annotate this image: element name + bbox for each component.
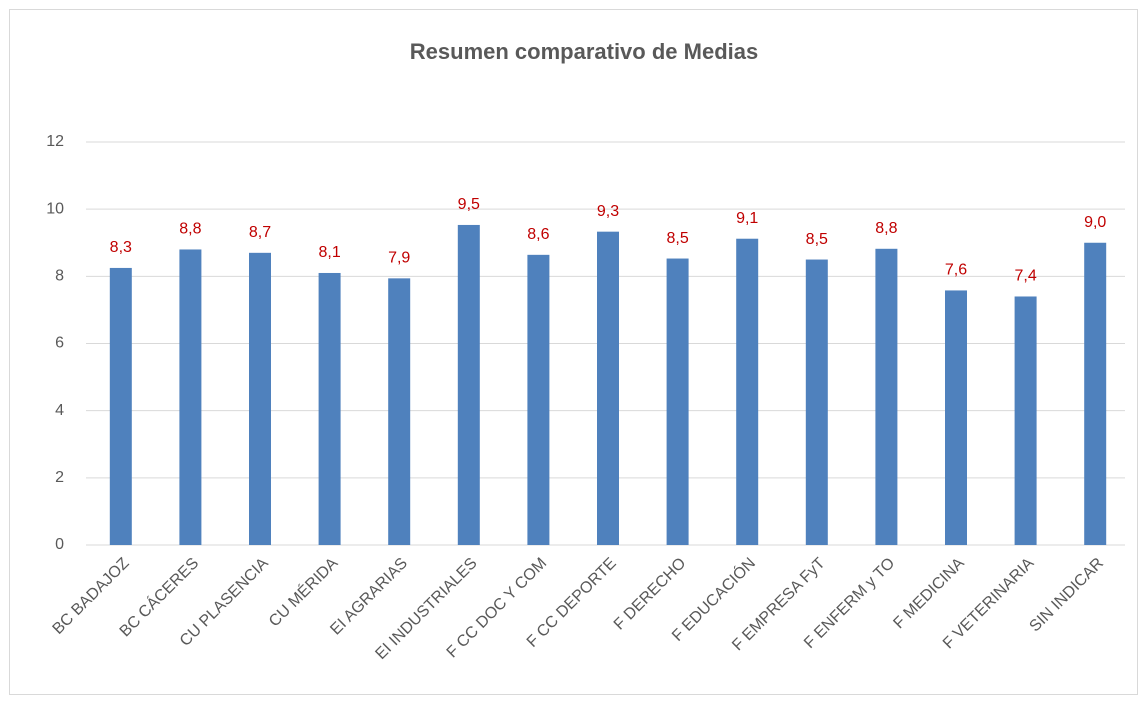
data-label: 8,1 bbox=[318, 244, 340, 261]
data-label: 9,1 bbox=[736, 210, 758, 227]
y-tick-label: 0 bbox=[55, 536, 64, 553]
data-label: 8,5 bbox=[666, 230, 688, 247]
data-label: 7,6 bbox=[945, 262, 967, 279]
bar bbox=[318, 272, 341, 545]
bar bbox=[666, 258, 689, 545]
data-label: 7,4 bbox=[1014, 268, 1036, 285]
data-label: 8,6 bbox=[527, 226, 549, 243]
bar bbox=[1014, 296, 1037, 545]
data-label: 9,0 bbox=[1084, 214, 1106, 231]
bar bbox=[179, 249, 202, 545]
bar bbox=[736, 238, 759, 545]
y-tick-label: 10 bbox=[46, 200, 64, 217]
bar bbox=[875, 248, 898, 546]
bar bbox=[805, 259, 828, 545]
bar bbox=[597, 231, 619, 546]
data-label: 9,3 bbox=[597, 203, 619, 220]
data-label: 8,8 bbox=[875, 220, 897, 237]
bar bbox=[388, 278, 411, 545]
data-label: 9,5 bbox=[458, 196, 480, 213]
y-tick-label: 2 bbox=[55, 469, 64, 486]
data-label: 8,5 bbox=[806, 231, 828, 248]
data-label: 8,8 bbox=[179, 221, 201, 238]
bar bbox=[109, 267, 132, 545]
y-tick-label: 6 bbox=[55, 335, 64, 352]
data-label: 8,7 bbox=[249, 224, 271, 241]
chart-title: Resumen comparativo de Medias bbox=[410, 39, 758, 64]
data-label: 8,3 bbox=[110, 239, 132, 256]
bar bbox=[527, 254, 550, 545]
y-tick-label: 12 bbox=[46, 133, 64, 150]
bar bbox=[945, 290, 967, 545]
bar bbox=[249, 252, 271, 545]
y-tick-label: 8 bbox=[55, 268, 64, 285]
y-tick-label: 4 bbox=[55, 402, 64, 419]
data-label: 7,9 bbox=[388, 250, 410, 267]
bar bbox=[1084, 242, 1107, 545]
bar bbox=[457, 224, 480, 545]
